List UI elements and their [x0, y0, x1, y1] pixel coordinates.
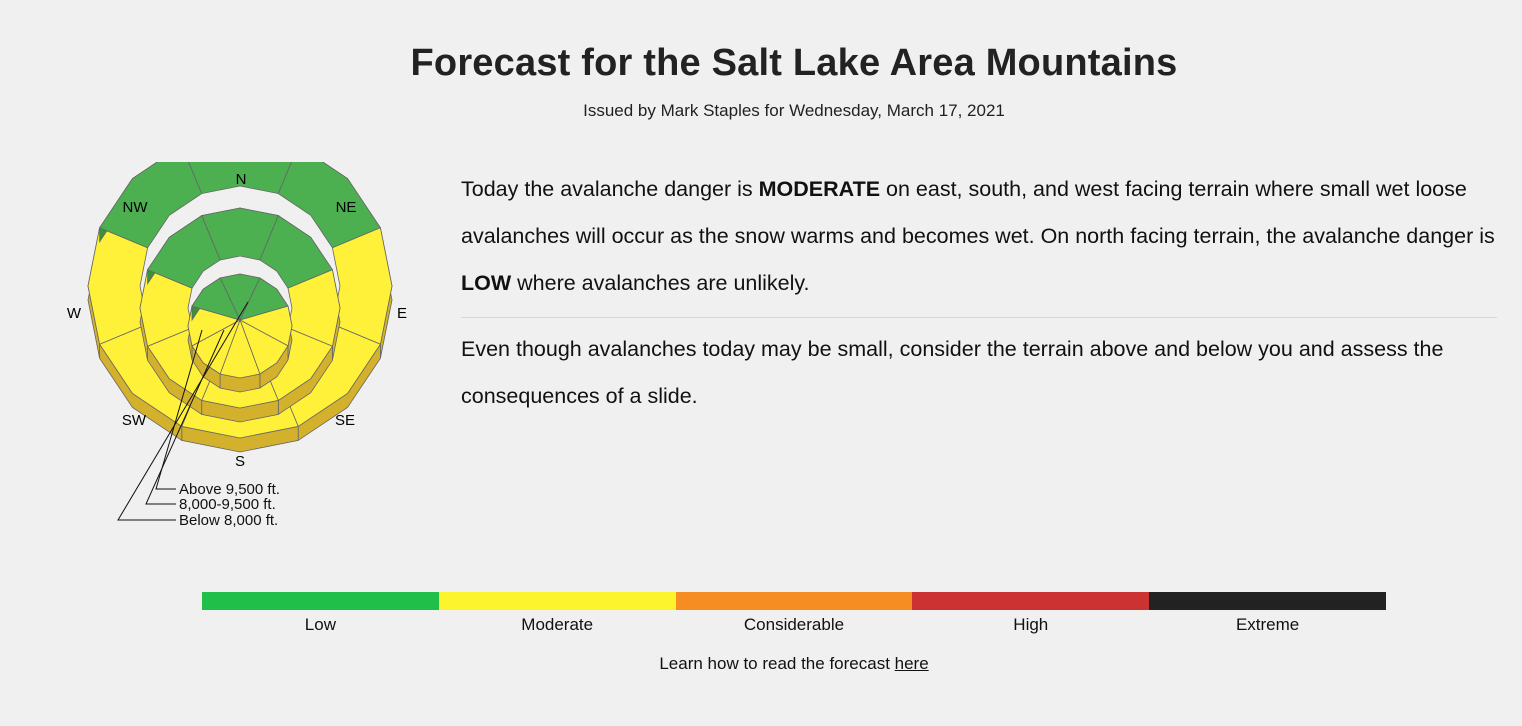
direction-label-n: N: [236, 171, 247, 188]
rose-sector-mid-nw: [146, 214, 221, 289]
danger-scale-bar-low: [202, 592, 439, 610]
danger-rose: N NE E SE S SW W NW Above 9,500 ft. 8,00…: [52, 133, 432, 542]
danger-scale-moderate: Moderate: [438, 592, 676, 635]
direction-label-se: SE: [335, 412, 355, 429]
forecast-issued-by: Issued by Mark Staples for Wednesday, Ma…: [583, 101, 1005, 120]
summary-paragraph-2: Even though avalanches today may be smal…: [461, 337, 1444, 408]
direction-label-s: S: [235, 453, 245, 470]
elevation-label-mid: 8,000-9,500 ft.: [179, 496, 276, 513]
danger-scale: Low Moderate Considerable High Extreme: [202, 592, 1386, 635]
bottom-line-summary: Today the avalanche danger is MODERATE o…: [461, 166, 1501, 420]
direction-label-sw: SW: [122, 412, 147, 429]
danger-low-text: LOW: [461, 271, 512, 295]
summary-divider: [461, 317, 1497, 318]
danger-scale-bar-moderate: [438, 592, 676, 610]
direction-label-e: E: [397, 305, 407, 322]
rose-sector-lower-e: [331, 227, 393, 345]
summary-paragraph-1: Today the avalanche danger is MODERATE o…: [461, 177, 1495, 295]
danger-moderate-text: MODERATE: [758, 177, 881, 201]
rose-sector-upper-nw: [191, 277, 241, 321]
danger-rose-graphic: N NE E SE S SW W NW Above 9,500 ft. 8,00…: [67, 133, 407, 529]
page-title: Forecast for the Salt Lake Area Mountain…: [410, 42, 1178, 84]
danger-scale-bar-extreme: [1149, 592, 1386, 610]
direction-label-ne: NE: [336, 199, 357, 216]
learn-forecast-line: Learn how to read the forecast here: [659, 654, 929, 673]
elevation-label-lower: Below 8,000 ft.: [179, 512, 278, 529]
danger-scale-bar-high: [912, 592, 1150, 610]
danger-scale-extreme: Extreme: [1149, 592, 1386, 635]
danger-scale-considerable: Considerable: [675, 592, 913, 635]
danger-scale-low: Low: [202, 592, 439, 635]
elevation-label-upper: Above 9,500 ft.: [179, 481, 280, 498]
learn-forecast-link[interactable]: here: [894, 654, 929, 673]
direction-label-nw: NW: [123, 199, 149, 216]
danger-scale-bar-considerable: [675, 592, 913, 610]
danger-scale-high: High: [912, 592, 1150, 635]
direction-label-w: W: [67, 305, 82, 322]
elevation-leader-lines: [117, 301, 249, 521]
rose-sector-lower-w: [87, 227, 149, 345]
